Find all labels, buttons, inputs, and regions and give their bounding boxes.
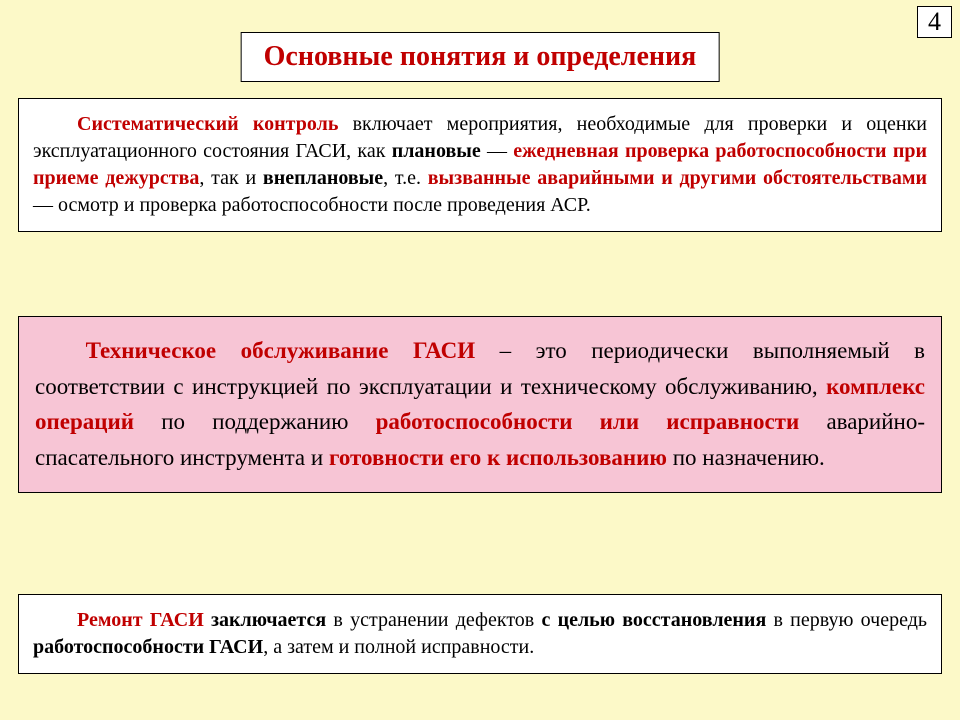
- term-planned: плановые: [392, 140, 481, 162]
- term-unplanned: внеплановые: [263, 167, 383, 189]
- page-title: Основные понятия и определения: [241, 32, 720, 82]
- term-maintenance: Техническое обслуживание ГАСИ: [86, 338, 476, 363]
- page-number: 4: [917, 6, 952, 38]
- text: , т.е.: [383, 167, 428, 189]
- text: в устранении дефектов: [326, 609, 541, 631]
- term-readiness: готовности его к использованию: [329, 445, 667, 470]
- text-goal: с целью восстановления: [541, 609, 766, 631]
- text: заключается: [204, 609, 326, 631]
- text: — осмотр и проверка работоспособности по…: [33, 194, 591, 216]
- text: , а затем и полной исправности.: [263, 636, 534, 658]
- text: —: [481, 140, 514, 162]
- term-systematic-control: Систематический контроль: [77, 113, 338, 135]
- text: в первую очередь: [766, 609, 927, 631]
- term-gasi-operability: работоспособности ГАСИ: [33, 636, 263, 658]
- definition-box-maintenance: Техническое обслуживание ГАСИ – это пери…: [18, 316, 942, 493]
- term-repair: Ремонт ГАСИ: [77, 609, 204, 631]
- text: по назначению.: [667, 445, 825, 470]
- text: по поддержанию: [134, 409, 376, 434]
- term-operability: работоспособности или исправности: [376, 409, 800, 434]
- definition-box-repair: Ремонт ГАСИ заключается в устранении деф…: [18, 594, 942, 674]
- text-emergency: вызванные аварийными и другими обстоятел…: [428, 167, 927, 189]
- text: , так и: [199, 167, 262, 189]
- definition-box-systematic-control: Систематический контроль включает меропр…: [18, 98, 942, 232]
